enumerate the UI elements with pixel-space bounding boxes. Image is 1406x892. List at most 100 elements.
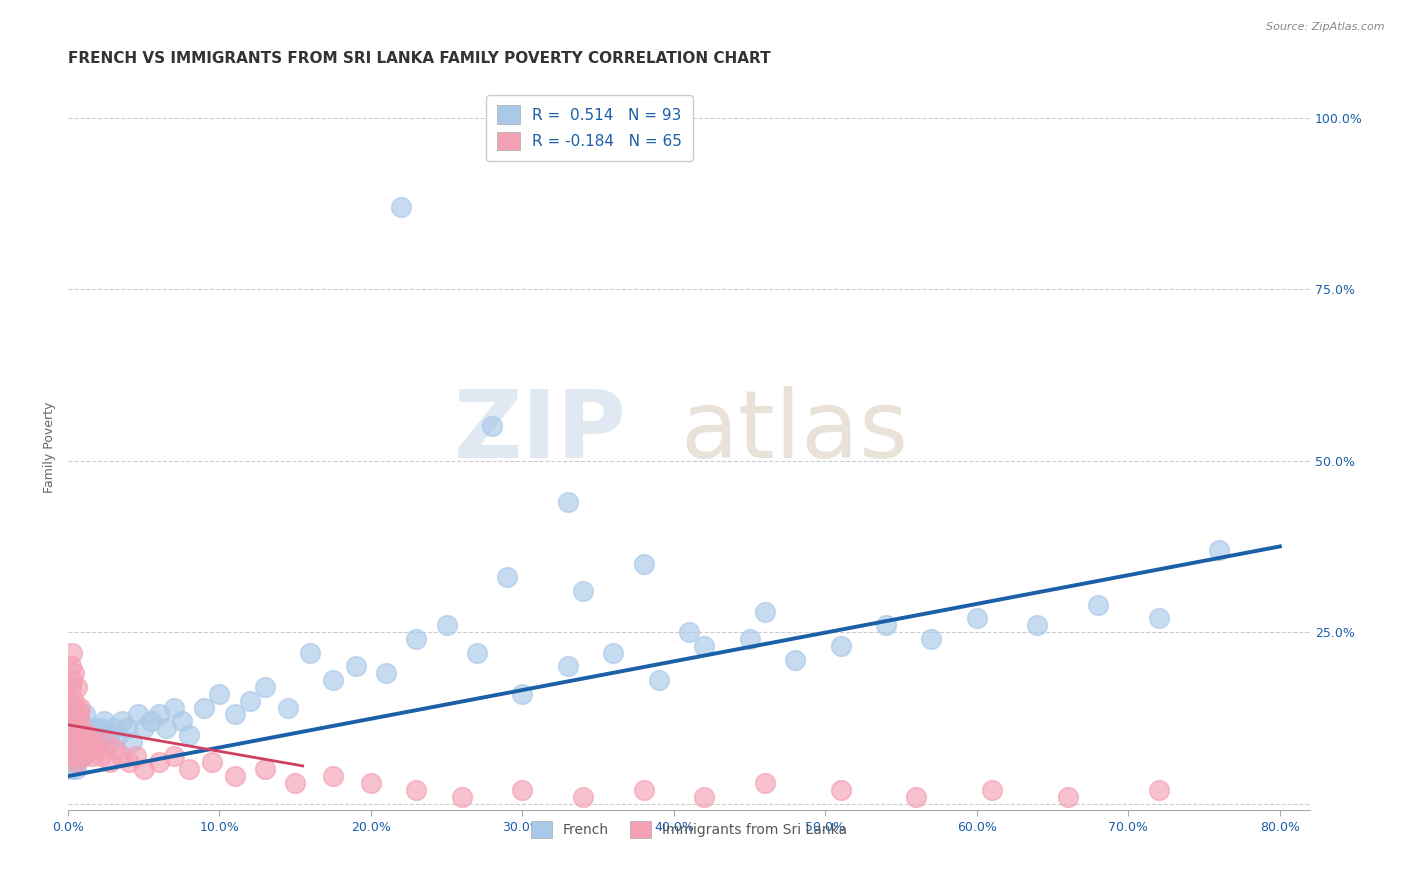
- Point: [239, 694, 262, 708]
- Point: [648, 673, 671, 688]
- Point: [179, 728, 201, 742]
- Point: [344, 659, 367, 673]
- Point: [155, 721, 177, 735]
- Point: [69, 714, 91, 729]
- Point: [59, 714, 82, 729]
- Point: [557, 495, 579, 509]
- Point: [360, 776, 382, 790]
- Point: [62, 748, 84, 763]
- Point: [59, 762, 82, 776]
- Point: [59, 714, 82, 729]
- Point: [66, 741, 89, 756]
- Point: [1026, 618, 1049, 632]
- Point: [830, 783, 852, 797]
- Point: [62, 728, 84, 742]
- Point: [389, 200, 412, 214]
- Point: [117, 756, 139, 770]
- Point: [783, 652, 806, 666]
- Point: [66, 721, 89, 735]
- Point: [62, 741, 84, 756]
- Point: [66, 680, 89, 694]
- Point: [76, 735, 98, 749]
- Point: [65, 748, 87, 763]
- Point: [98, 756, 121, 770]
- Point: [59, 659, 82, 673]
- Point: [77, 728, 100, 742]
- Point: [96, 728, 118, 742]
- Point: [69, 700, 91, 714]
- Point: [322, 769, 344, 783]
- Point: [59, 741, 82, 756]
- Point: [63, 748, 86, 763]
- Point: [59, 735, 82, 749]
- Point: [148, 756, 170, 770]
- Point: [125, 748, 148, 763]
- Point: [70, 741, 93, 756]
- Point: [1208, 542, 1230, 557]
- Point: [375, 666, 398, 681]
- Point: [512, 783, 534, 797]
- Point: [1056, 789, 1078, 804]
- Point: [1147, 783, 1170, 797]
- Point: [79, 741, 101, 756]
- Point: [72, 748, 94, 763]
- Point: [70, 741, 93, 756]
- Text: atlas: atlas: [681, 386, 908, 478]
- Point: [127, 707, 149, 722]
- Point: [693, 789, 716, 804]
- Point: [141, 714, 163, 729]
- Point: [111, 714, 134, 729]
- Point: [602, 646, 624, 660]
- Point: [201, 756, 224, 770]
- Point: [72, 728, 94, 742]
- Point: [67, 728, 90, 742]
- Point: [104, 741, 127, 756]
- Point: [63, 666, 86, 681]
- Point: [163, 748, 186, 763]
- Point: [63, 756, 86, 770]
- Point: [496, 570, 519, 584]
- Point: [69, 735, 91, 749]
- Point: [63, 735, 86, 749]
- Text: FRENCH VS IMMIGRANTS FROM SRI LANKA FAMILY POVERTY CORRELATION CHART: FRENCH VS IMMIGRANTS FROM SRI LANKA FAMI…: [67, 51, 770, 66]
- Point: [75, 741, 97, 756]
- Point: [107, 728, 129, 742]
- Point: [224, 769, 246, 783]
- Point: [299, 646, 322, 660]
- Point: [224, 707, 246, 722]
- Point: [148, 707, 170, 722]
- Point: [163, 700, 186, 714]
- Point: [110, 748, 132, 763]
- Point: [63, 721, 86, 735]
- Point: [62, 735, 84, 749]
- Point: [572, 789, 595, 804]
- Point: [103, 721, 125, 735]
- Point: [830, 639, 852, 653]
- Point: [63, 707, 86, 722]
- Point: [90, 748, 112, 763]
- Point: [132, 762, 155, 776]
- Point: [633, 557, 655, 571]
- Point: [58, 728, 80, 742]
- Point: [76, 728, 98, 742]
- Point: [678, 625, 700, 640]
- Point: [84, 735, 107, 749]
- Point: [115, 721, 138, 735]
- Point: [132, 721, 155, 735]
- Point: [67, 707, 90, 722]
- Point: [754, 776, 776, 790]
- Point: [93, 714, 115, 729]
- Point: [90, 721, 112, 735]
- Text: ZIP: ZIP: [454, 386, 627, 478]
- Point: [512, 687, 534, 701]
- Point: [73, 707, 96, 722]
- Text: Source: ZipAtlas.com: Source: ZipAtlas.com: [1267, 22, 1385, 32]
- Point: [481, 419, 503, 434]
- Point: [450, 789, 472, 804]
- Point: [179, 762, 201, 776]
- Point: [754, 605, 776, 619]
- Point: [67, 748, 90, 763]
- Point: [436, 618, 458, 632]
- Point: [572, 584, 595, 599]
- Point: [87, 728, 110, 742]
